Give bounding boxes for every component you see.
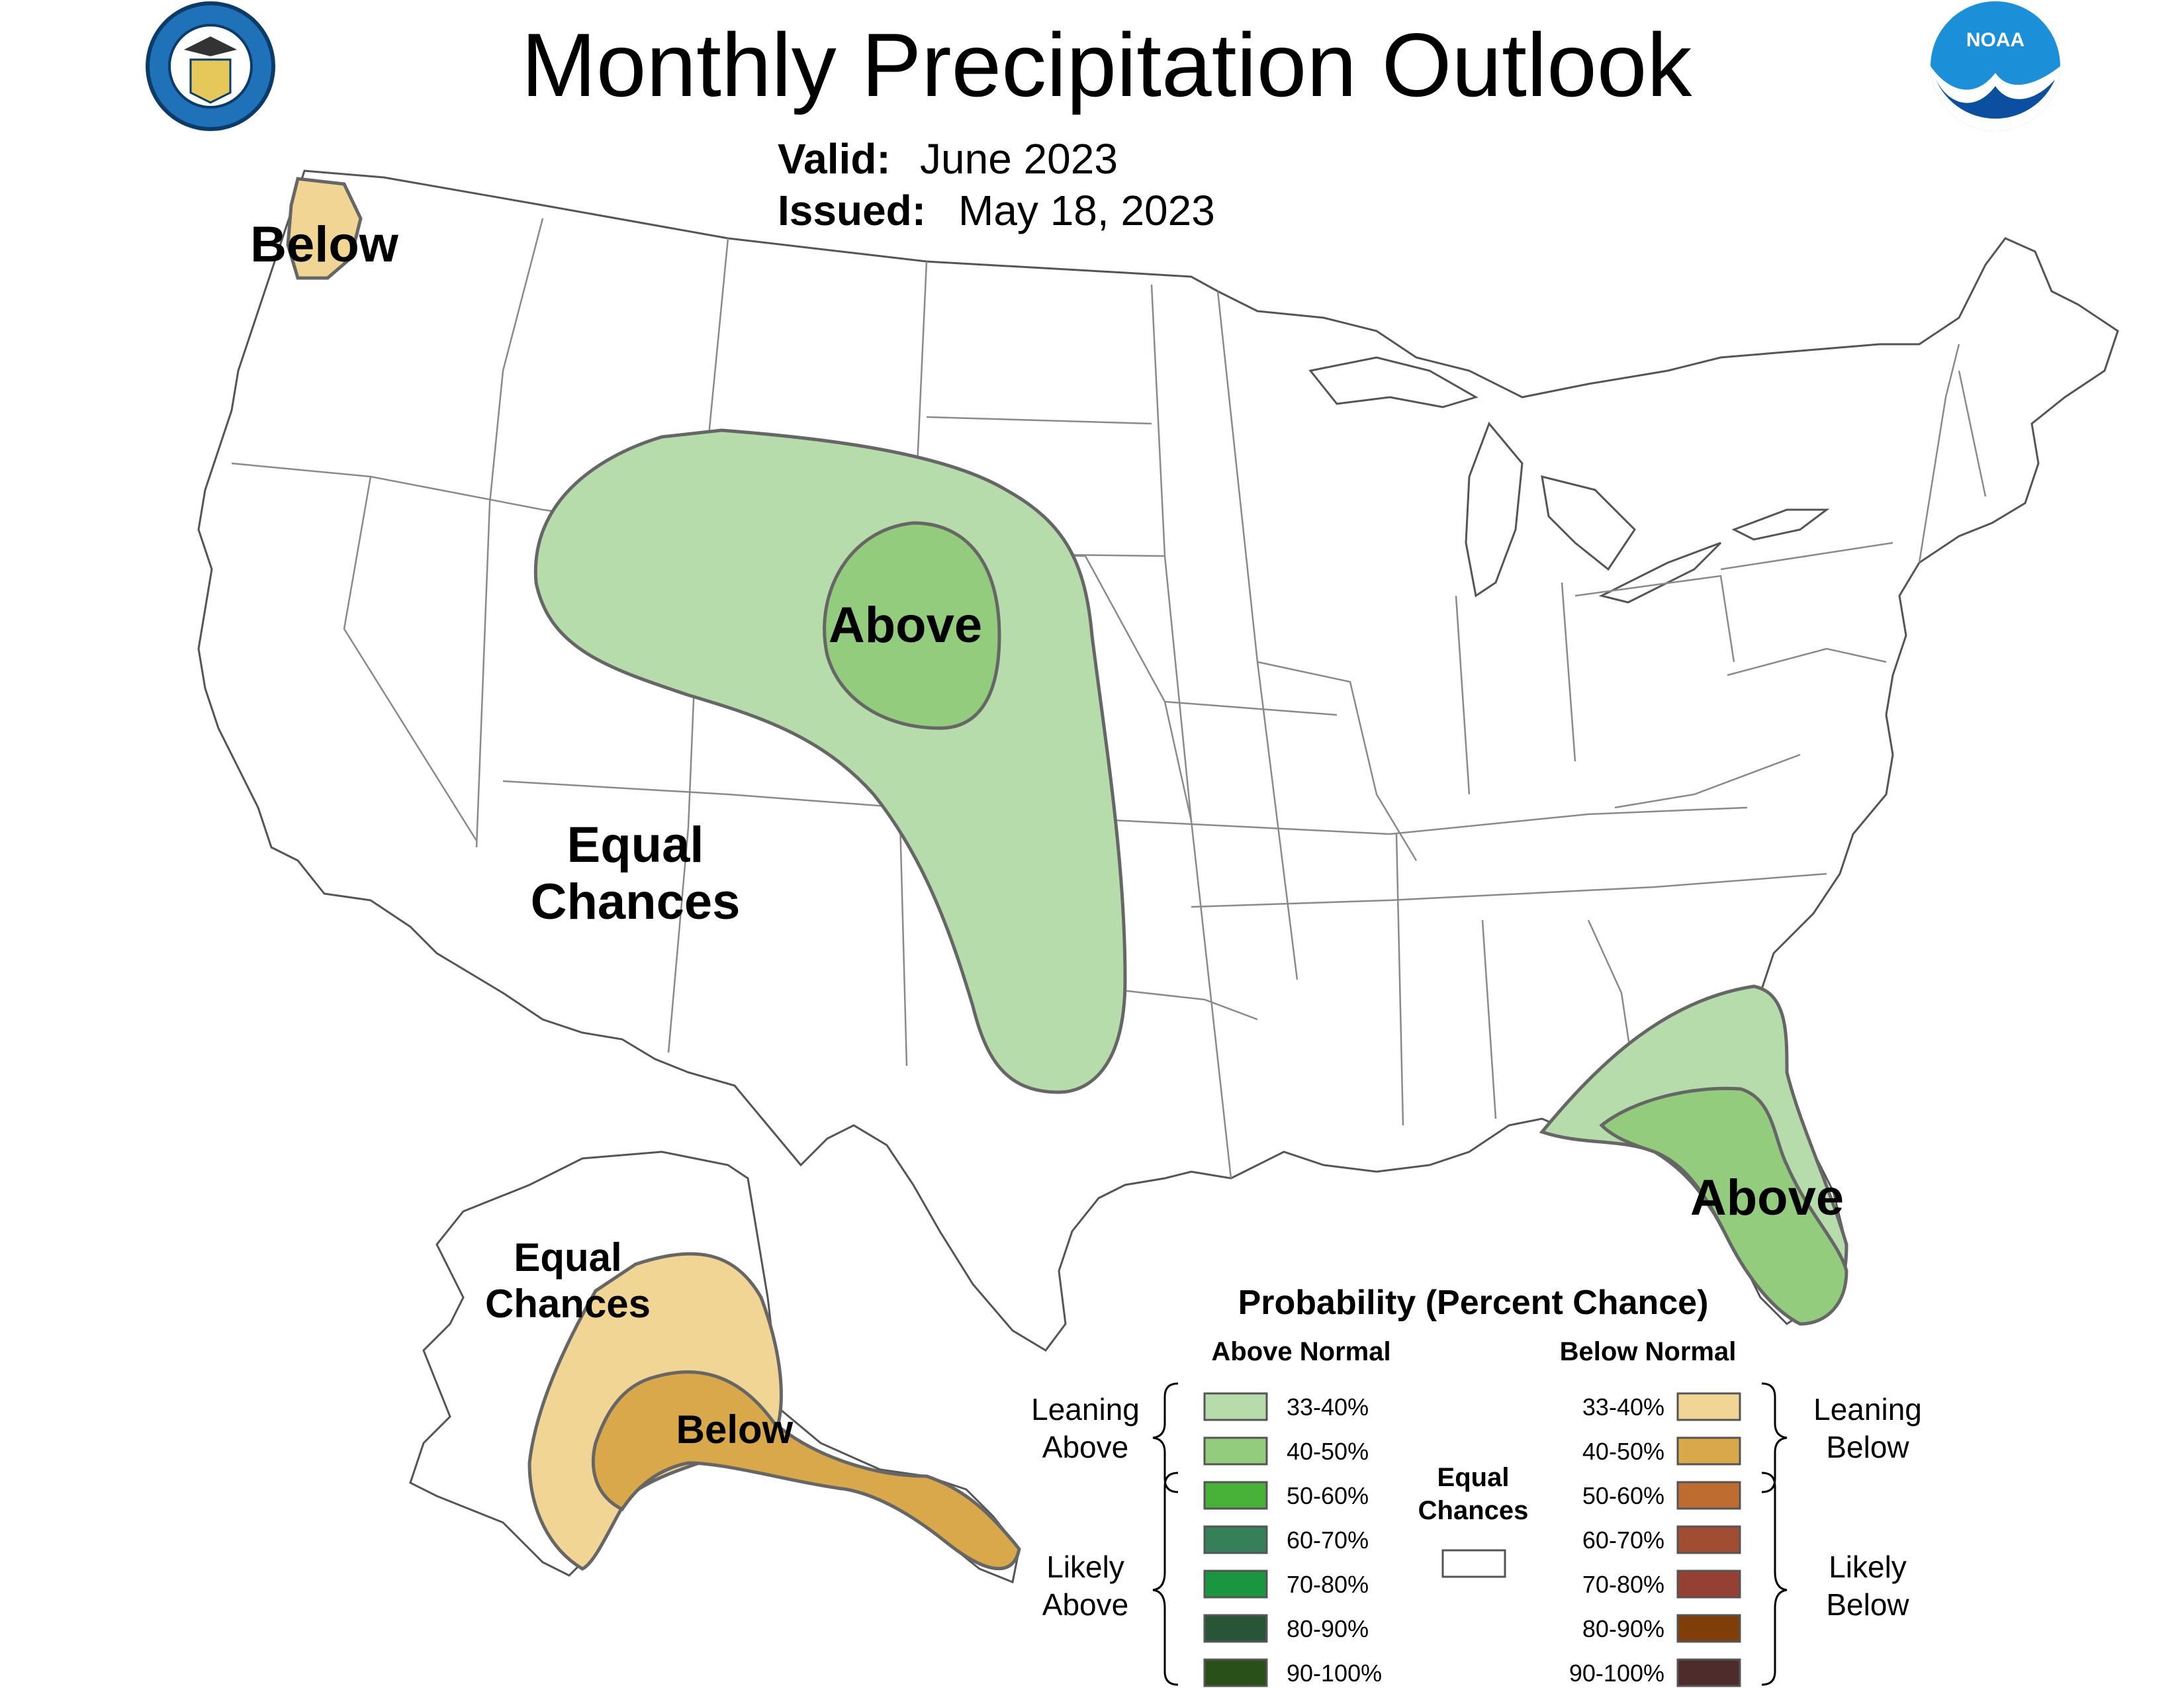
legend-above-label: 70-80% bbox=[1287, 1571, 1369, 1598]
legend-above-swatch bbox=[1203, 1436, 1268, 1466]
legend-below-label: 90-100% bbox=[1569, 1660, 1664, 1687]
issued-value: May 18, 2023 bbox=[958, 187, 1215, 234]
legend-above-label: 50-60% bbox=[1287, 1482, 1369, 1509]
legend-above-label: 90-100% bbox=[1287, 1660, 1382, 1687]
legend: Probability (Percent Chance) Above Norma… bbox=[1031, 1284, 1922, 1687]
conus-se-above-label: Above bbox=[1690, 1170, 1844, 1226]
legend-below-swatch bbox=[1676, 1436, 1741, 1466]
legend-below-swatch bbox=[1676, 1392, 1741, 1421]
legend-above-label: 33-40% bbox=[1287, 1393, 1369, 1421]
likely-above-label-2: Above bbox=[1042, 1587, 1128, 1622]
legend-below-label: 40-50% bbox=[1582, 1438, 1664, 1465]
department-of-commerce-seal-icon bbox=[146, 1, 275, 131]
conus-central-above-40-area bbox=[823, 521, 1001, 730]
valid-label: Valid: bbox=[778, 135, 891, 183]
legend-title: Probability (Percent Chance) bbox=[1238, 1284, 1709, 1322]
equal-chances-label-2: Chances bbox=[1418, 1496, 1529, 1525]
great-lakes bbox=[1308, 356, 1830, 604]
legend-above-swatch bbox=[1203, 1392, 1268, 1421]
legend-below-swatch bbox=[1676, 1570, 1741, 1599]
legend-below-swatch bbox=[1676, 1525, 1741, 1554]
legend-below-rows: 33-40% 40-50% 50-60% 60-70% 70-80% 80-90% 90-1… bbox=[1569, 1392, 1741, 1687]
leaning-below-label-1: Leaning bbox=[1813, 1392, 1922, 1427]
leaning-above-label-2: Above bbox=[1042, 1430, 1128, 1464]
legend-above-rows: 33-40% 40-50% 50-60% 60-70% 70-80% 80-90% 90-1… bbox=[1203, 1392, 1382, 1687]
legend-above-swatch bbox=[1203, 1614, 1268, 1643]
legend-below-label: 70-80% bbox=[1582, 1571, 1664, 1598]
legend-above-swatch bbox=[1203, 1658, 1268, 1687]
legend-above-swatch bbox=[1203, 1481, 1268, 1510]
leaning-below-brace bbox=[1761, 1382, 1788, 1493]
legend-below-label: 50-60% bbox=[1582, 1482, 1664, 1509]
legend-above-swatch bbox=[1203, 1525, 1268, 1554]
ak-below-label: Below bbox=[676, 1407, 794, 1452]
legend-below-swatch bbox=[1676, 1481, 1741, 1510]
likely-above-brace bbox=[1152, 1472, 1179, 1686]
legend-below-label: 80-90% bbox=[1582, 1615, 1664, 1642]
leaning-above-brace bbox=[1152, 1382, 1179, 1493]
legend-above-header: Above Normal bbox=[1211, 1337, 1390, 1366]
legend-below-swatch bbox=[1676, 1658, 1741, 1687]
legend-above-label: 60-70% bbox=[1287, 1526, 1369, 1554]
equal-chances-label-1: Equal bbox=[1437, 1463, 1510, 1492]
conus-equal-chances-label-1: Equal bbox=[567, 817, 704, 873]
likely-below-label-2: Below bbox=[1826, 1587, 1909, 1622]
alaska-below-40-area bbox=[591, 1370, 1021, 1570]
ak-equal-chances-label-2: Chances bbox=[485, 1282, 651, 1326]
valid-value: June 2023 bbox=[920, 135, 1118, 183]
conus-nw-below-area bbox=[286, 177, 363, 280]
noaa-logo-text: NOAA bbox=[1966, 29, 2025, 51]
likely-below-brace bbox=[1761, 1472, 1788, 1686]
issued-label: Issued: bbox=[778, 187, 926, 234]
ak-equal-chances-label-1: Equal bbox=[514, 1235, 621, 1280]
legend-above-label: 40-50% bbox=[1287, 1438, 1369, 1465]
conus-se-above-40-area bbox=[1599, 1086, 1848, 1326]
legend-above-label: 80-90% bbox=[1287, 1615, 1369, 1642]
conus-equal-chances-label-2: Chances bbox=[531, 874, 741, 930]
legend-below-label: 60-70% bbox=[1582, 1526, 1664, 1554]
legend-below-label: 33-40% bbox=[1582, 1393, 1664, 1421]
likely-below-label-1: Likely bbox=[1829, 1550, 1907, 1584]
conus-central-above-label: Above bbox=[829, 597, 982, 653]
legend-below-swatch bbox=[1676, 1614, 1741, 1643]
leaning-below-label-2: Below bbox=[1826, 1430, 1909, 1464]
map-title: Monthly Precipitation Outlook bbox=[522, 15, 1693, 115]
equal-chances-swatch bbox=[1441, 1549, 1506, 1578]
legend-above-swatch bbox=[1203, 1570, 1268, 1599]
likely-above-label-1: Likely bbox=[1046, 1550, 1124, 1584]
conus-nw-below-label: Below bbox=[250, 216, 399, 273]
leaning-above-label-1: Leaning bbox=[1031, 1392, 1140, 1427]
legend-below-header: Below Normal bbox=[1560, 1337, 1737, 1366]
noaa-logo-icon: NOAA bbox=[1931, 1, 2060, 131]
